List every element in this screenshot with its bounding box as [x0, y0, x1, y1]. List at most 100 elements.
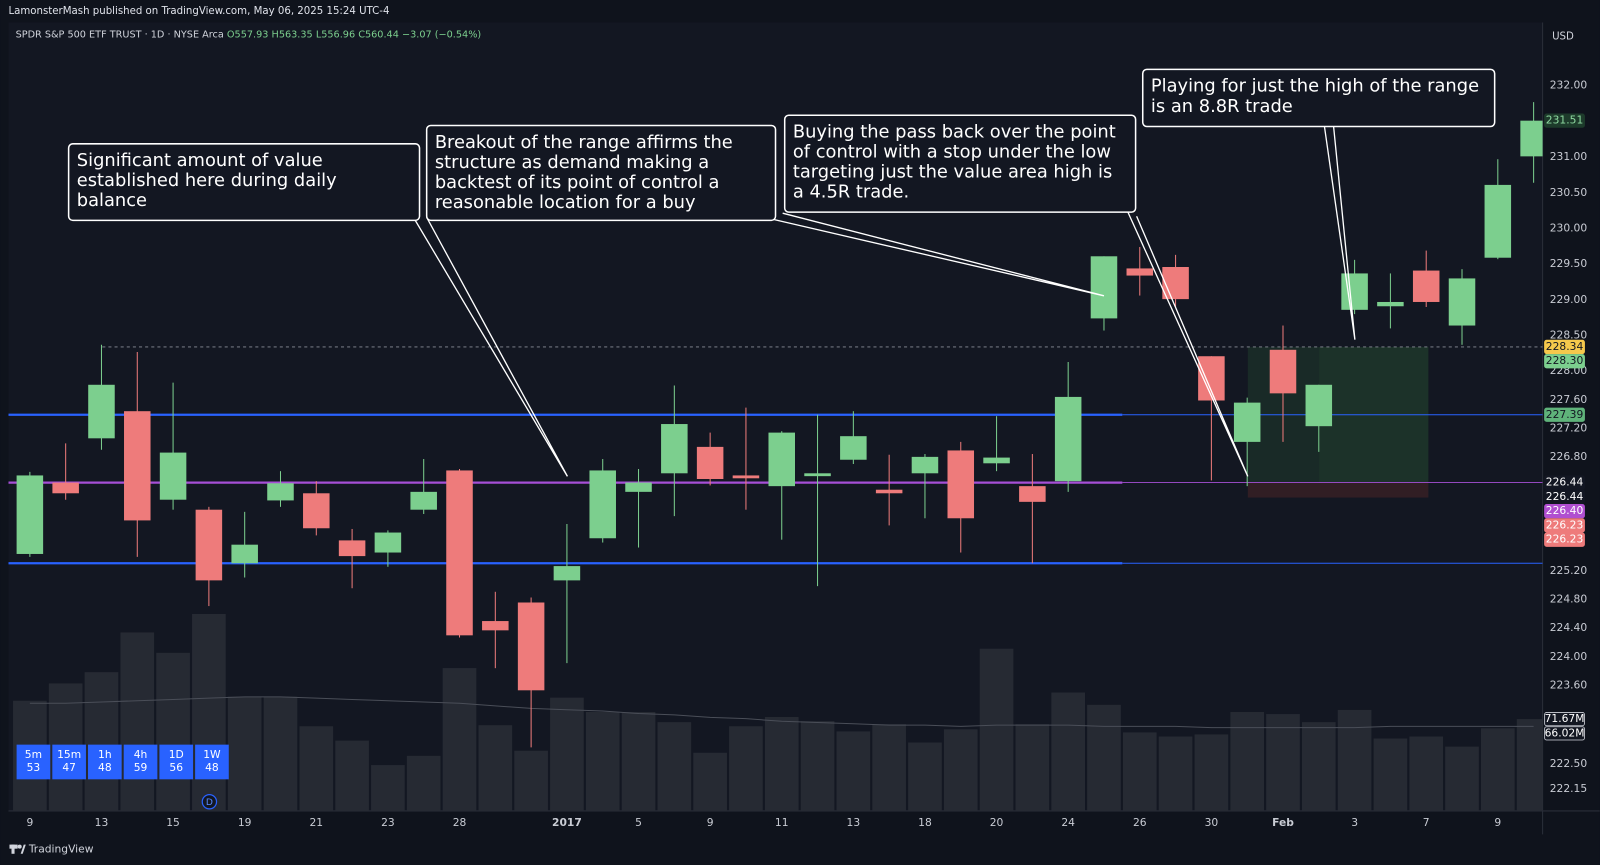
- price-label: 228.30: [1546, 354, 1584, 367]
- volume-bar: [478, 725, 513, 811]
- x-tick-label: 11: [775, 816, 789, 829]
- x-tick-label: 23: [381, 816, 395, 829]
- x-tick-label: 13: [95, 816, 109, 829]
- candle-body: [1448, 278, 1476, 326]
- candle-body: [1126, 268, 1154, 276]
- candle-body: [804, 473, 831, 477]
- timeframe-value: 48: [205, 761, 219, 774]
- volume-bar: [693, 752, 727, 811]
- y-tick-label: 224.00: [1550, 650, 1588, 663]
- timeframe-button[interactable]: [159, 744, 194, 780]
- volume-bar: [156, 652, 190, 811]
- candle-body: [1090, 256, 1118, 319]
- brand-logo: [9, 844, 26, 854]
- timeframe-value: 53: [27, 761, 41, 774]
- y-tick-label: 227.20: [1550, 421, 1588, 434]
- callout-text: Significant amount of value: [77, 150, 323, 171]
- x-tick-label: 30: [1205, 816, 1219, 829]
- event-marker[interactable]: [201, 794, 218, 810]
- candle-body: [1198, 356, 1225, 401]
- callout-text: Playing for just the high of the range: [1151, 76, 1479, 97]
- volume-bar: [120, 632, 155, 811]
- symbol: SPDR S&P 500 ETF TRUST · 1D · NYSE Arca: [16, 30, 224, 41]
- y-tick-label: 224.40: [1550, 621, 1588, 634]
- price-label-bg: [1544, 407, 1585, 422]
- volume-bar: [227, 696, 262, 811]
- volume-bar: [1516, 719, 1543, 811]
- y-tick-label: 222.15: [1550, 782, 1587, 795]
- timeframe-label: 1D: [169, 748, 184, 761]
- candle-body: [410, 491, 437, 510]
- volume-bar: [1409, 736, 1444, 811]
- x-tick-label: 13: [847, 816, 861, 829]
- price-label-bg: [1544, 489, 1585, 504]
- timeframe-value: 47: [62, 761, 76, 774]
- callout-text: reasonable location for a buy: [435, 192, 696, 213]
- timeframe-value: 48: [98, 761, 112, 774]
- callout-box: [783, 114, 1137, 213]
- y-tick-label: 229.50: [1550, 257, 1588, 270]
- volume-bar: [192, 613, 226, 811]
- candle-body: [696, 446, 724, 480]
- pane: [8, 102, 1543, 811]
- callout-pointer: [1323, 125, 1356, 340]
- volume-bar: [406, 755, 441, 811]
- price-label: 228.34: [1546, 340, 1584, 353]
- volume-bar: [1158, 736, 1193, 811]
- timeframe-button[interactable]: [88, 744, 122, 780]
- callout-box: [425, 124, 777, 222]
- x-tick-label: 9: [26, 816, 33, 829]
- price-label: 226.40: [1546, 504, 1584, 517]
- timeframe-label: 1W: [203, 748, 221, 761]
- timeframe-button[interactable]: [16, 744, 51, 780]
- volume-label: 71.67M: [1545, 712, 1585, 725]
- timeframe-label: 1h: [98, 748, 112, 761]
- candle-body: [1484, 184, 1512, 258]
- y-tick-label: 229.00: [1550, 293, 1588, 306]
- volume-bar: [657, 722, 692, 811]
- candle-body: [732, 475, 760, 479]
- candle-body: [983, 457, 1010, 464]
- event-marker-label: D: [206, 797, 213, 808]
- candle-body: [1412, 270, 1440, 302]
- callout-text: is an 8.8R trade: [1151, 96, 1293, 117]
- volume-bar: [299, 726, 334, 811]
- y-tick-label: 232.00: [1550, 79, 1588, 92]
- y-tick-label: 228.50: [1550, 329, 1588, 342]
- volume-bar: [729, 726, 763, 811]
- candle-body: [875, 489, 903, 494]
- price-label-bg: [1544, 354, 1585, 369]
- callout-text: a 4.5R trade.: [793, 181, 909, 202]
- timeframe-label: 15m: [57, 748, 81, 761]
- callout-text: targeting just the value area high is: [793, 161, 1112, 182]
- volume-bar: [371, 765, 405, 811]
- price-label: 226.23: [1546, 518, 1583, 531]
- candle-body: [517, 602, 545, 691]
- candle-body: [231, 544, 258, 564]
- timeframe-label: 5m: [25, 748, 42, 761]
- callout-text: Breakout of the range affirms the: [435, 132, 733, 153]
- x-tick-label: 26: [1133, 816, 1147, 829]
- timeframe-button[interactable]: [123, 744, 158, 780]
- callout-text: Buying the pass back over the point: [793, 122, 1116, 143]
- candle-body: [840, 436, 867, 460]
- y-tick-label: 225.20: [1550, 564, 1588, 577]
- callout-text: backtest of its point of control a: [435, 172, 720, 193]
- timeframe-button[interactable]: [52, 744, 86, 780]
- volume-bar: [1122, 732, 1157, 811]
- volume-bar: [1266, 714, 1300, 811]
- volume-bar: [1087, 704, 1121, 811]
- callout-pointer: [1126, 210, 1249, 477]
- candle-body: [303, 493, 330, 529]
- y-tick-label: 231.00: [1550, 150, 1588, 163]
- candle-body: [1341, 273, 1368, 310]
- candle-body: [625, 482, 652, 492]
- ohlc: H563.35: [272, 30, 313, 41]
- candle-body: [589, 470, 616, 539]
- volume-bar: [514, 750, 548, 811]
- candle-body: [267, 483, 294, 501]
- timeframe-button[interactable]: [195, 744, 229, 780]
- timeframe-value: 59: [134, 761, 148, 774]
- legend-line: SPDR S&P 500 ETF TRUST · 1D · NYSE Arca …: [16, 30, 482, 41]
- callout-text: balance: [77, 190, 147, 211]
